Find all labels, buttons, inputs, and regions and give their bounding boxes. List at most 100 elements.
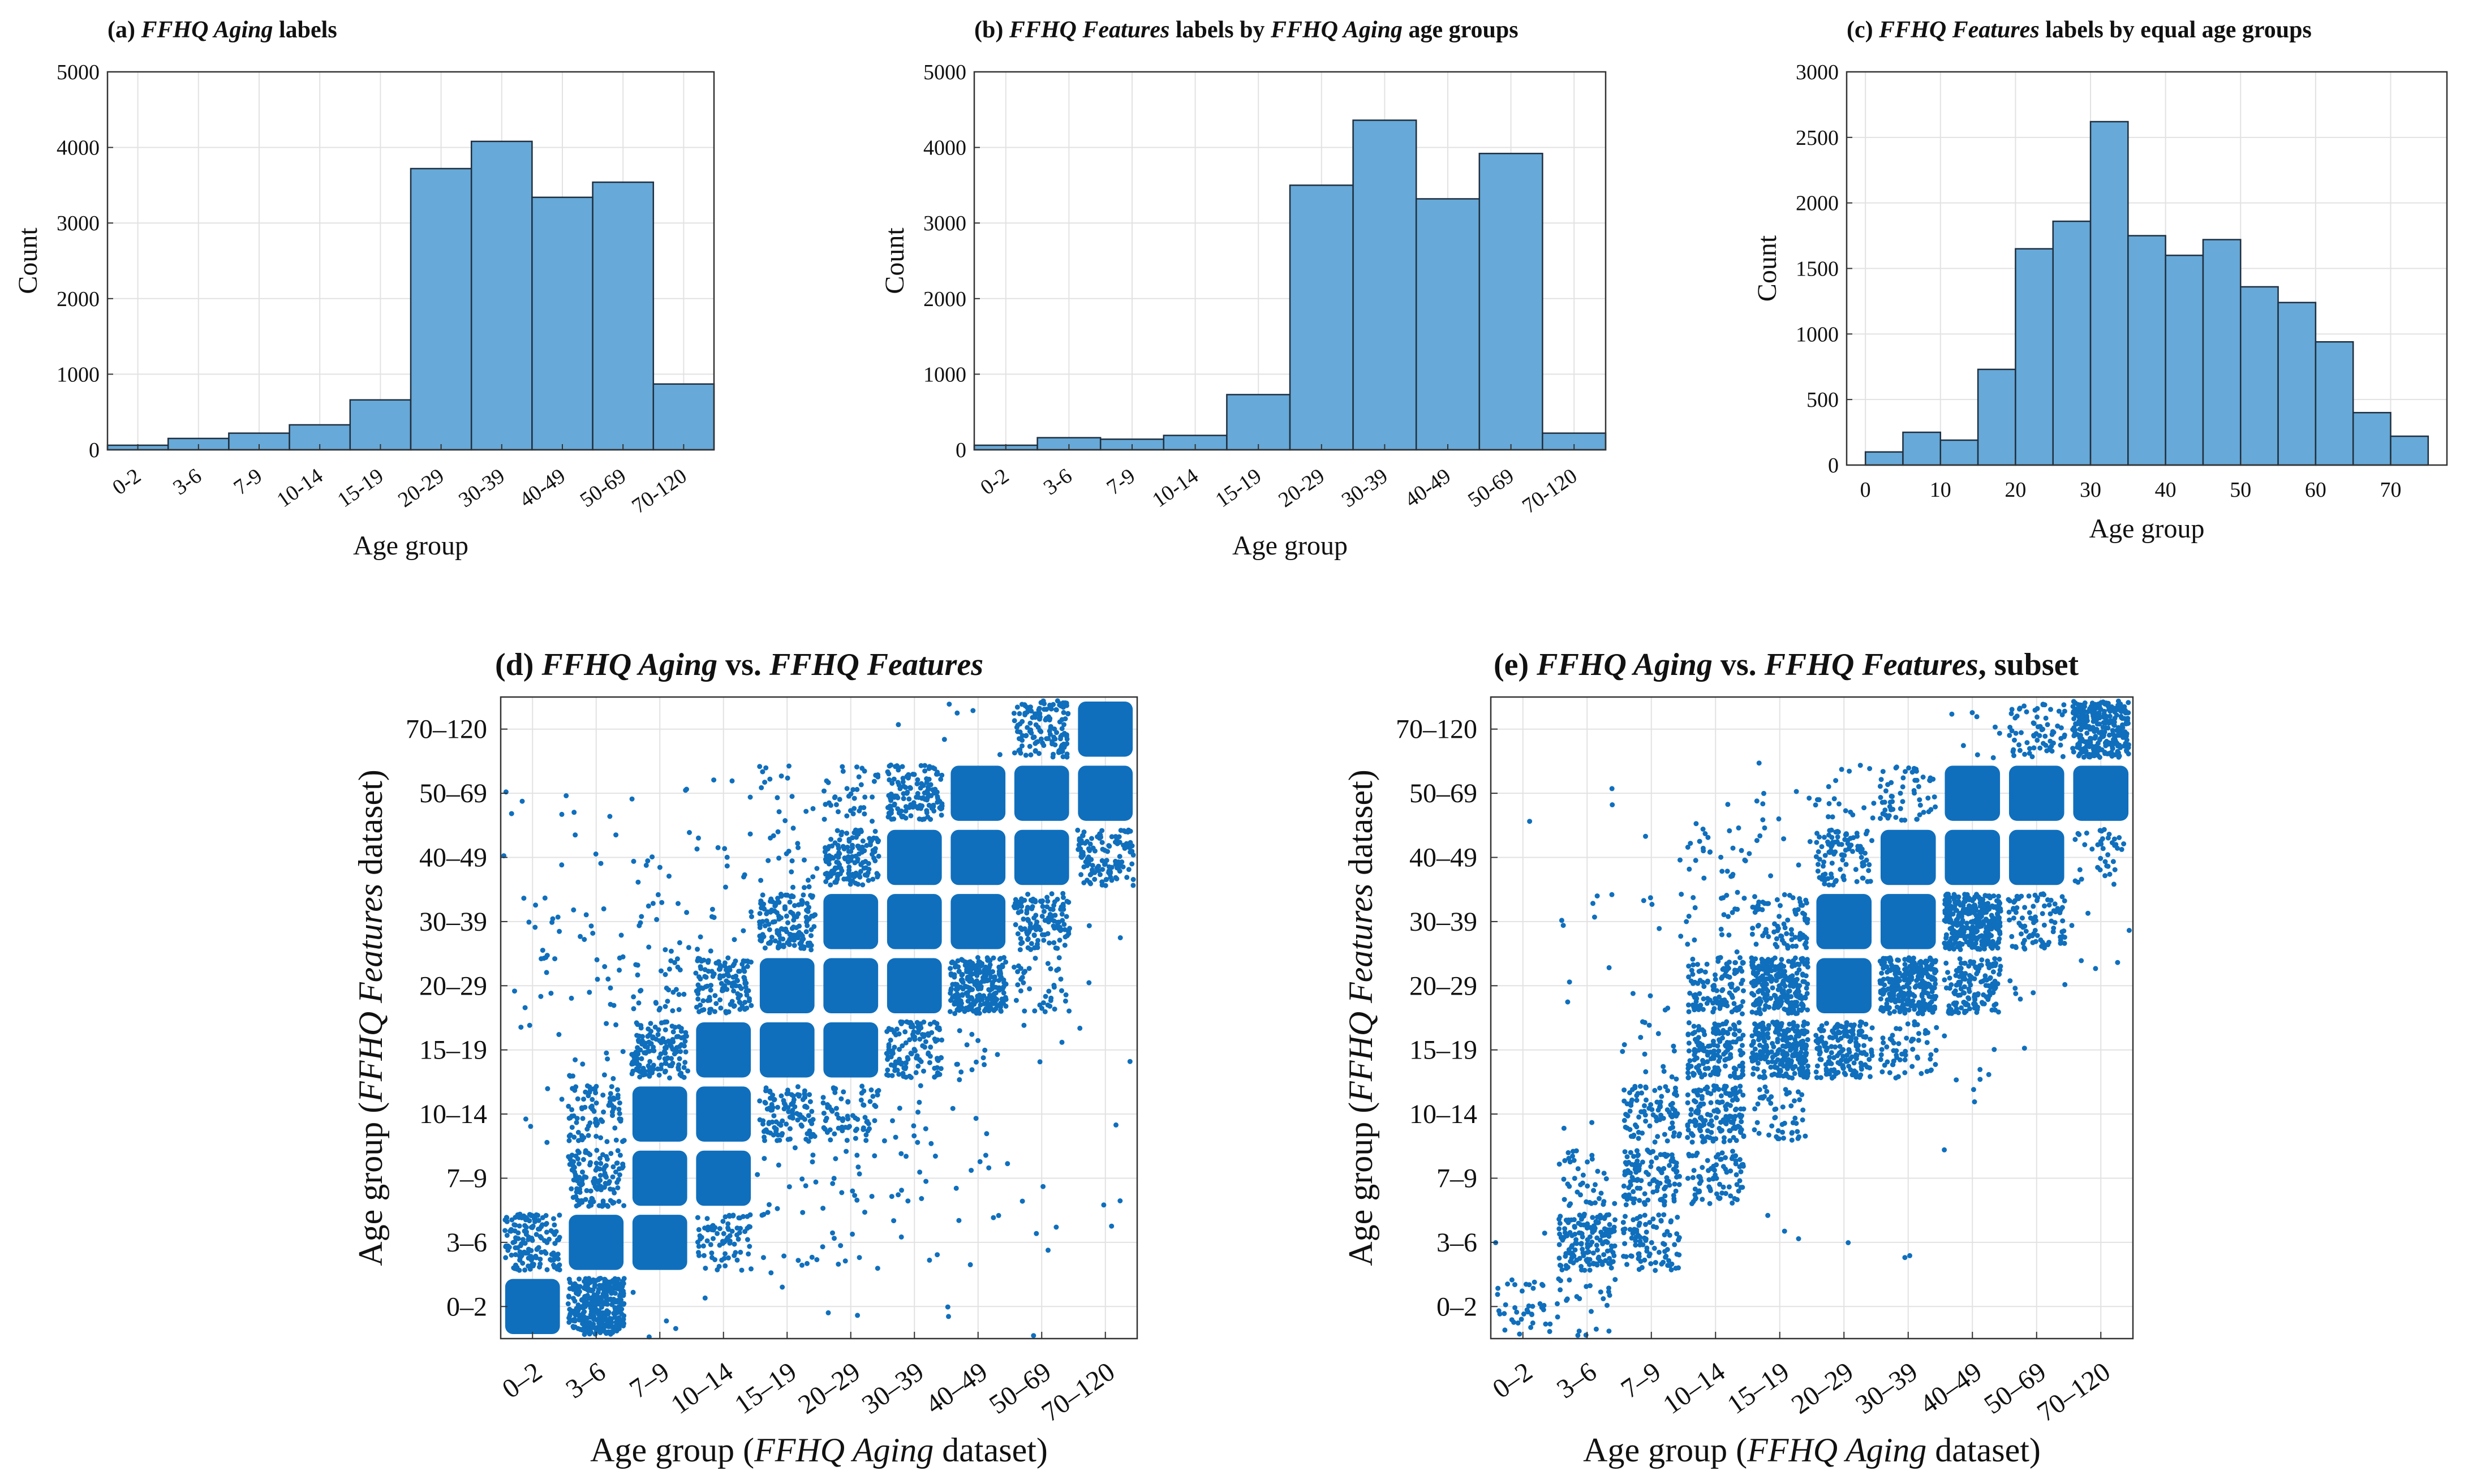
scatter-point (1685, 1100, 1691, 1106)
scatter-point (669, 948, 674, 954)
scatter-point (604, 1050, 609, 1056)
y-axis-label-part: dataset) (352, 769, 389, 884)
scatter-point (596, 1287, 601, 1292)
scatter-point (1899, 1051, 1905, 1057)
scatter-point (765, 1210, 771, 1215)
scatter-point (1572, 1176, 1577, 1181)
scatter-point (722, 846, 728, 851)
scatter-point (1064, 741, 1070, 746)
scatter-point (801, 892, 806, 898)
scatter-point (1607, 1221, 1612, 1227)
scatter-cell-3-7 (694, 831, 753, 890)
scatter-point (1664, 1138, 1670, 1144)
scatter-point (1529, 1311, 1534, 1317)
scatter-point (792, 1104, 798, 1109)
scatter-point (1691, 1073, 1696, 1078)
scatter-point (808, 947, 814, 953)
x-tick-label: 60 (2305, 478, 2326, 502)
scatter-point (1693, 1048, 1698, 1053)
scatter-point (789, 794, 795, 799)
scatter-point (948, 991, 953, 996)
scatter-point (1817, 1049, 1823, 1055)
scatter-point (792, 943, 797, 948)
scatter-point (670, 1008, 676, 1013)
scatter-point (828, 802, 833, 808)
scatter-point (1036, 707, 1042, 713)
scatter-point (1734, 1106, 1739, 1112)
x-tick-label: 0-2 (976, 464, 1013, 500)
scatter-point (1792, 1070, 1797, 1076)
scatter-point (1052, 899, 1057, 905)
scatter-point (1601, 1296, 1606, 1301)
scatter-point (724, 987, 730, 992)
scatter-point (825, 1102, 830, 1107)
scatter-point (741, 928, 746, 934)
scatter-point (1640, 1130, 1645, 1136)
plot-frame (973, 71, 1607, 451)
x-tick-label: 50 (2230, 478, 2251, 502)
scatter-point (610, 1164, 616, 1169)
scatter-point (907, 1037, 913, 1043)
chart-title-part: FFHQ Aging (140, 17, 273, 43)
scatter-point (1647, 1220, 1653, 1225)
scatter-cell-8-2 (1020, 1184, 1046, 1204)
chart-d: (d) FFHQ Aging vs. FFHQ Features0–20–23–… (352, 647, 1138, 1469)
x-tick-label: 3-6 (1039, 464, 1077, 500)
scatter-point (574, 1312, 580, 1318)
scatter-point (792, 1145, 798, 1151)
scatter-point (1750, 1040, 1756, 1046)
scatter-point (1001, 997, 1007, 1003)
scatter-cell-6-3 (881, 1083, 934, 1146)
scatter-point (779, 1132, 785, 1138)
scatter-point (837, 797, 842, 802)
scatter-point (668, 958, 674, 963)
scatter-point (583, 1089, 588, 1095)
scatter-point (852, 860, 858, 866)
scatter-point (1977, 1077, 1983, 1082)
scatter-point (1840, 1053, 1846, 1059)
scatter-point (722, 1251, 728, 1257)
scatter-point (580, 1321, 586, 1327)
scatter-point (573, 1153, 579, 1159)
scatter-point (936, 1025, 942, 1031)
scatter-point (676, 901, 681, 906)
scatter-point (893, 1134, 898, 1140)
scatter-point (1723, 1056, 1729, 1062)
scatter-point (955, 958, 961, 963)
scatter-point (888, 803, 893, 809)
scatter-point (598, 1117, 604, 1122)
y-tick-label: 50–69 (419, 778, 487, 808)
scatter-point (1738, 1074, 1744, 1080)
scatter-point (913, 1070, 919, 1076)
scatter-point (1602, 1239, 1608, 1245)
scatter-point (1130, 877, 1136, 882)
chart-title-part: FFHQ Aging (541, 647, 717, 682)
scatter-cell-8-4 (1021, 1022, 1065, 1065)
scatter-point (1692, 979, 1698, 985)
scatter-point (776, 944, 781, 949)
scatter-point (1730, 1086, 1736, 1092)
scatter-point (907, 785, 913, 791)
scatter-point (1739, 1127, 1744, 1133)
scatter-point (1558, 1287, 1563, 1293)
scatter-point (889, 1073, 895, 1078)
scatter-point (1701, 984, 1707, 990)
scatter-point (1765, 1031, 1770, 1036)
scatter-point (608, 1186, 613, 1192)
scatter-point (785, 1090, 790, 1095)
bar-bin-5 (1902, 431, 1942, 466)
scatter-point (969, 1168, 974, 1173)
scatter-point (582, 1309, 587, 1314)
scatter-point (575, 1176, 580, 1181)
scatter-point (867, 836, 872, 841)
scatter-point (709, 1255, 715, 1261)
scatter-point (915, 777, 921, 782)
scatter-point (1800, 1107, 1806, 1113)
scatter-point (914, 781, 920, 786)
scatter-point (1051, 923, 1056, 929)
scatter-point (662, 1020, 668, 1025)
scatter-point (1739, 1119, 1744, 1125)
scatter-point (932, 1074, 937, 1080)
scatter-point (939, 801, 945, 807)
scatter-point (1606, 1328, 1612, 1334)
